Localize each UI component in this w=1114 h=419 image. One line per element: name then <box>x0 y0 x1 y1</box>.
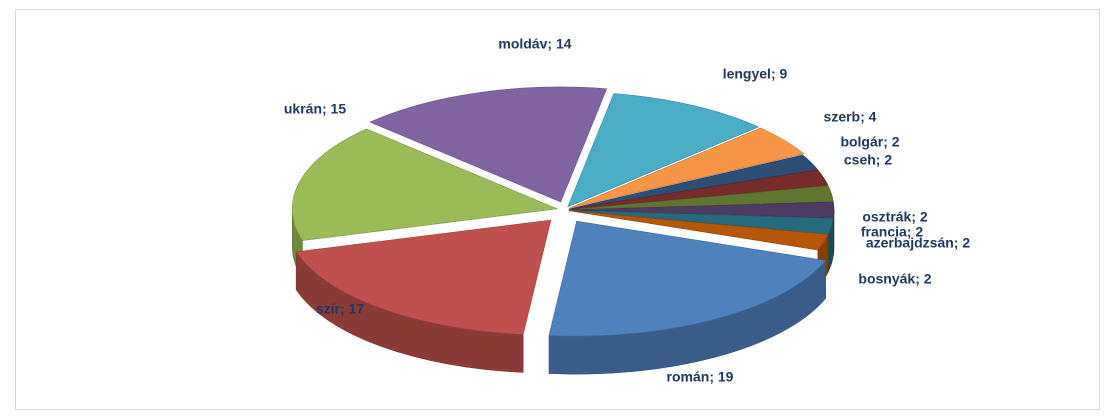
slice <box>568 210 829 251</box>
pie-tops <box>291 86 835 337</box>
data-labels: román; 19 szír; 17 ukrán; 15 moldáv; 14 leng… <box>284 36 970 385</box>
data-label: francia; 2 <box>861 224 923 240</box>
slice <box>369 86 608 203</box>
data-label: ukrán; 15 <box>284 101 346 117</box>
data-label: moldáv; 14 <box>498 36 571 52</box>
data-label: szerb; 4 <box>824 109 877 125</box>
data-label: román; 19 <box>667 369 734 385</box>
data-label: cseh; 2 <box>844 152 892 168</box>
data-label: szír; 17 <box>316 301 364 317</box>
slice <box>567 93 760 208</box>
data-label: osztrák; 2 <box>862 209 928 225</box>
data-label: bosnyák; 2 <box>858 271 931 287</box>
slice <box>548 220 827 337</box>
slice <box>568 210 834 235</box>
pie-sides <box>291 208 835 375</box>
slice <box>295 219 552 335</box>
slice <box>569 127 805 209</box>
slice <box>568 201 835 219</box>
slice <box>568 169 829 210</box>
slice <box>568 154 819 210</box>
data-label: lengyel; 9 <box>723 66 788 82</box>
data-label: azerbajdzsán; 2 <box>866 235 970 251</box>
data-label: bolgár; 2 <box>840 134 899 150</box>
slice <box>568 185 834 210</box>
slice <box>291 128 559 241</box>
